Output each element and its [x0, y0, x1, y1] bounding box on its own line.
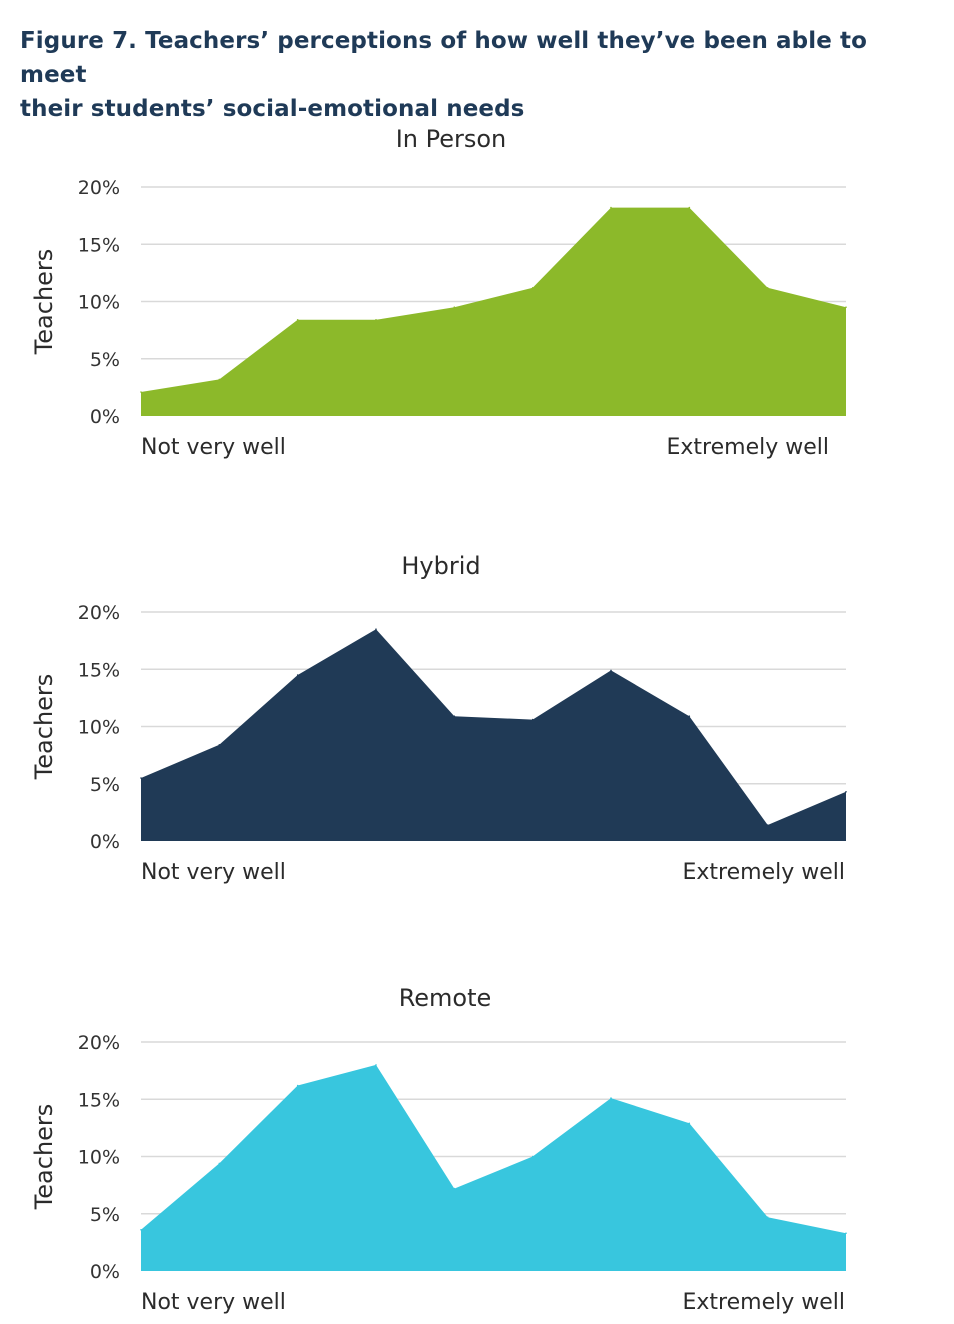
- data-point: [845, 306, 847, 309]
- x-label-left: Not very well: [141, 1290, 286, 1315]
- y-tick-label: 0%: [90, 406, 120, 428]
- data-point: [375, 1064, 377, 1066]
- data-point: [610, 669, 612, 672]
- data-point: [453, 715, 456, 717]
- data-point: [688, 206, 691, 209]
- data-point: [375, 319, 377, 321]
- data-point: [218, 744, 221, 746]
- data-point: [140, 391, 142, 393]
- y-tick-label: 20%: [78, 1032, 120, 1054]
- data-point: [296, 319, 299, 321]
- y-tick-label: 5%: [90, 1204, 120, 1226]
- y-axis-label: Teachers: [30, 674, 58, 781]
- data-point: [453, 306, 456, 309]
- y-tick-label: 10%: [78, 292, 120, 314]
- chart-title: Hybrid: [401, 552, 480, 580]
- y-tick-label: 15%: [78, 234, 120, 256]
- figure-title: Figure 7. Teachers’ perceptions of how w…: [20, 24, 880, 126]
- x-label-right: Extremely well: [667, 435, 830, 460]
- area-series: [141, 629, 846, 841]
- data-point: [610, 206, 612, 209]
- chart-panel-2: Remote 0% 5% 10% 15% 20% Teachers Not very well…: [30, 984, 847, 1315]
- figure-title-line-2: their students’ social-emotional needs: [20, 96, 525, 122]
- y-tick-label: 10%: [78, 717, 120, 739]
- data-point: [766, 1216, 769, 1218]
- y-tick-label: 0%: [90, 831, 120, 853]
- data-point: [610, 1097, 612, 1099]
- data-point: [140, 1229, 142, 1231]
- y-tick-label: 10%: [78, 1147, 120, 1169]
- data-point: [218, 1162, 221, 1165]
- chart-title: Remote: [399, 984, 492, 1012]
- y-tick-label: 5%: [90, 349, 120, 371]
- y-tick-label: 15%: [78, 1089, 120, 1111]
- data-point: [845, 1232, 847, 1234]
- y-tick-label: 15%: [78, 659, 120, 681]
- data-point: [296, 1084, 299, 1087]
- area-series: [141, 1064, 846, 1271]
- y-tick-label: 20%: [78, 602, 120, 624]
- data-point: [140, 777, 142, 779]
- data-point: [766, 824, 769, 826]
- x-label-right: Extremely well: [683, 1290, 846, 1315]
- data-point: [531, 718, 534, 721]
- chart-panel-1: Hybrid 0% 5% 10% 15% 20% Teachers Not very well…: [30, 552, 847, 885]
- data-point: [218, 378, 221, 381]
- data-point: [688, 1122, 691, 1125]
- data-point: [453, 1187, 456, 1190]
- data-point: [766, 287, 769, 289]
- data-point: [375, 628, 377, 630]
- x-label-left: Not very well: [141, 435, 286, 460]
- x-label-left: Not very well: [141, 860, 286, 885]
- y-axis-label: Teachers: [30, 1104, 58, 1211]
- figure-title-line-1: Figure 7. Teachers’ perceptions of how w…: [20, 28, 867, 88]
- y-axis-label: Teachers: [30, 249, 58, 356]
- data-point: [531, 1155, 534, 1158]
- area-series: [141, 207, 846, 416]
- y-tick-label: 5%: [90, 774, 120, 796]
- data-point: [845, 791, 847, 793]
- y-tick-label: 20%: [78, 177, 120, 199]
- x-label-right: Extremely well: [683, 860, 846, 885]
- data-point: [531, 287, 534, 289]
- chart-panel-0: In Person 0% 5% 10% 15% 20% Teachers Not very w…: [30, 125, 847, 460]
- chart-title: In Person: [396, 125, 507, 153]
- data-point: [688, 715, 691, 717]
- y-tick-label: 0%: [90, 1261, 120, 1283]
- data-point: [296, 674, 299, 676]
